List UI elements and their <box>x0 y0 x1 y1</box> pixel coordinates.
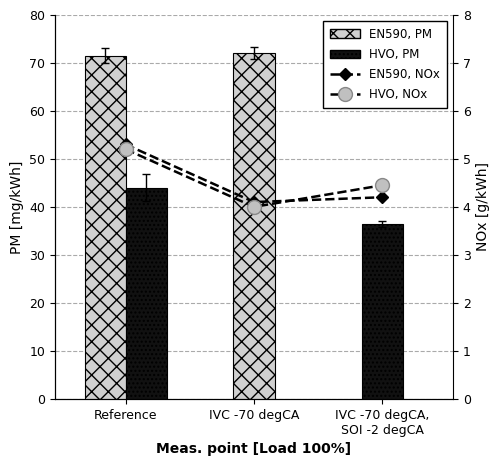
Bar <box>362 224 403 399</box>
Bar <box>84 55 126 399</box>
Legend: EN590, PM, HVO, PM, EN590, NOx, HVO, NOx: EN590, PM, HVO, PM, EN590, NOx, HVO, NOx <box>323 21 447 108</box>
Y-axis label: PM [mg/kWh]: PM [mg/kWh] <box>10 160 24 254</box>
Bar <box>234 53 274 399</box>
Y-axis label: NOx [g/kWh]: NOx [g/kWh] <box>476 162 490 251</box>
X-axis label: Meas. point [Load 100%]: Meas. point [Load 100%] <box>156 442 352 456</box>
Bar <box>126 188 166 399</box>
